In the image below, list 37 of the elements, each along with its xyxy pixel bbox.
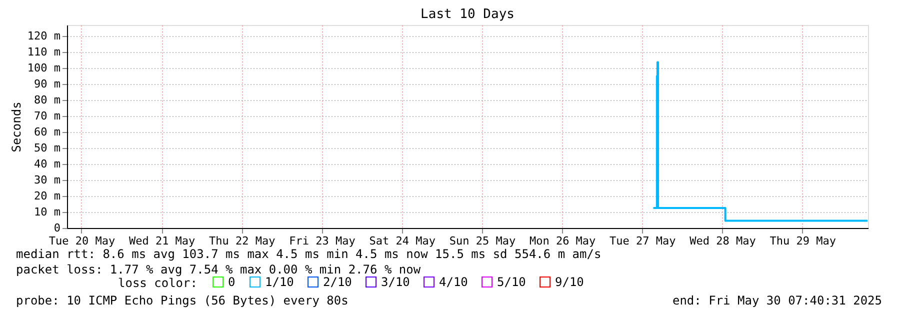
y-tick-label: 70 m xyxy=(34,110,61,123)
x-tick-label: Wed 28 May xyxy=(690,234,756,248)
text: packet loss: 1.77 % avg 7.54 % max 0.00 % min 2.76 % now xyxy=(16,262,422,276)
legend-label: 0 xyxy=(228,275,236,289)
y-tick-label: 50 m xyxy=(34,142,61,155)
legend-label: 2/10 xyxy=(323,275,352,289)
legend-label: 9/10 xyxy=(555,275,584,289)
y-tick-label: 10 m xyxy=(34,206,61,219)
y-tick-label: 100 m xyxy=(27,62,61,75)
y-tick-label: 80 m xyxy=(34,94,61,107)
y-tick-label: 120 m xyxy=(27,30,61,43)
text: median rtt: 8.6 ms avg 103.7 ms max 4.5 ms min 4.5 ms now 15.5 ms sd 554.6 m am/s xyxy=(16,247,602,261)
x-tick-label: Mon 26 May xyxy=(529,234,596,248)
y-tick-label: 40 m xyxy=(34,158,61,171)
x-tick-label: Sat 24 May xyxy=(369,234,436,248)
legend-label: 3/10 xyxy=(381,275,410,289)
text: end: Fri May 30 07:40:31 2025 xyxy=(672,294,882,308)
y-tick-label: 60 m xyxy=(34,126,61,139)
y-axis-title: Seconds xyxy=(9,102,24,152)
x-tick-label: Wed 21 May xyxy=(128,234,196,248)
y-tick-label: 110 m xyxy=(27,46,61,59)
y-tick-label: 30 m xyxy=(34,174,61,187)
legend-label: 4/10 xyxy=(439,275,468,289)
x-tick-label: Fri 23 May xyxy=(289,234,356,248)
x-tick-label: Tue 27 May xyxy=(610,234,676,248)
legend-label: 5/10 xyxy=(497,275,526,289)
text: probe: 10 ICMP Echo Pings (56 Bytes) every 80s xyxy=(16,294,348,308)
legend-label: 1/10 xyxy=(265,275,294,289)
x-tick-label: Thu 29 May xyxy=(770,234,836,248)
y-tick-label: 20 m xyxy=(34,190,61,203)
legend-title: loss color: xyxy=(118,276,198,290)
y-tick-label: 90 m xyxy=(34,78,61,91)
x-tick-label: Sun 25 May xyxy=(449,234,516,248)
chart-title: Last 10 Days xyxy=(420,7,514,22)
x-tick-label: Tue 20 May xyxy=(48,234,116,248)
x-tick-label: Thu 22 May xyxy=(209,234,276,248)
y-tick-label: 0 xyxy=(54,222,60,234)
